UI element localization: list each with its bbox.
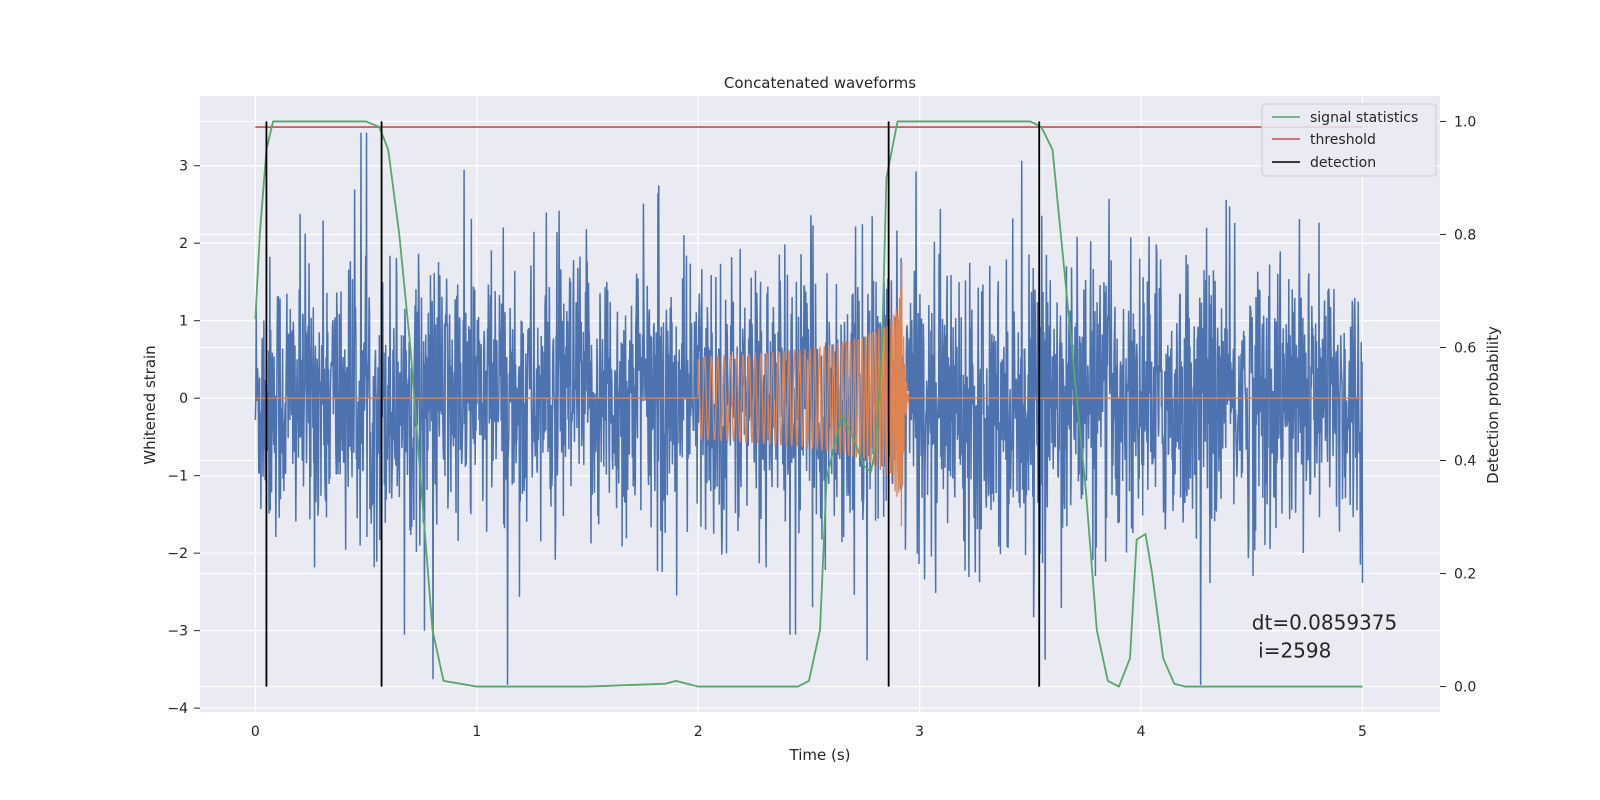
y2-tick-label: 0.4 (1454, 454, 1476, 470)
y-tick-label: −1 (167, 469, 188, 485)
y-tick-label: 3 (179, 159, 188, 175)
legend: signal statistics threshold detection (1261, 103, 1437, 177)
y2-tick-label: 0.8 (1454, 227, 1476, 243)
y2-axis-label: Detection probability (1484, 326, 1502, 484)
x-tick-label: 0 (251, 724, 260, 740)
y2-tick-label: 0.6 (1454, 340, 1476, 356)
x-tick-label: 4 (1137, 724, 1146, 740)
y-tick-label: 1 (179, 314, 188, 330)
y-tick-label: −4 (167, 701, 188, 717)
legend-label-threshold: threshold (1310, 132, 1376, 148)
y-tick-label: 2 (179, 236, 188, 252)
chart-title: Concatenated waveforms (724, 74, 916, 92)
y-axis-label: Whitened strain (141, 345, 159, 464)
legend-box (1261, 103, 1437, 177)
legend-label-signal-statistics: signal statistics (1310, 110, 1418, 126)
tick-labels: 0 1 2 3 4 5 −4 −3 −2 −1 0 1 2 3 0.0 0.2 0.4 0.6 0.8 1.0 (167, 114, 1476, 740)
x-axis-label: Time (s) (789, 746, 851, 764)
y-tick-label: 0 (179, 391, 188, 407)
x-tick-label: 5 (1358, 724, 1367, 740)
annotation-dt: dt=0.0859375 (1252, 611, 1397, 635)
x-tick-label: 1 (472, 724, 481, 740)
chirp-series (255, 262, 1363, 527)
probability-series (254, 120, 1363, 688)
y-tick-label: −3 (167, 624, 188, 640)
y-tick-label: −2 (167, 546, 188, 562)
x-tick-label: 2 (694, 724, 703, 740)
legend-label-detection: detection (1310, 155, 1376, 171)
x-tick-label: 3 (915, 724, 924, 740)
y2-tick-label: 0.2 (1454, 567, 1476, 583)
annotation-i: i=2598 (1252, 639, 1332, 663)
signal-statistics-line (254, 120, 1363, 688)
y2-tick-label: 1.0 (1454, 114, 1476, 130)
chirp-line (255, 262, 1363, 527)
y2-tick-label: 0.0 (1454, 680, 1476, 696)
